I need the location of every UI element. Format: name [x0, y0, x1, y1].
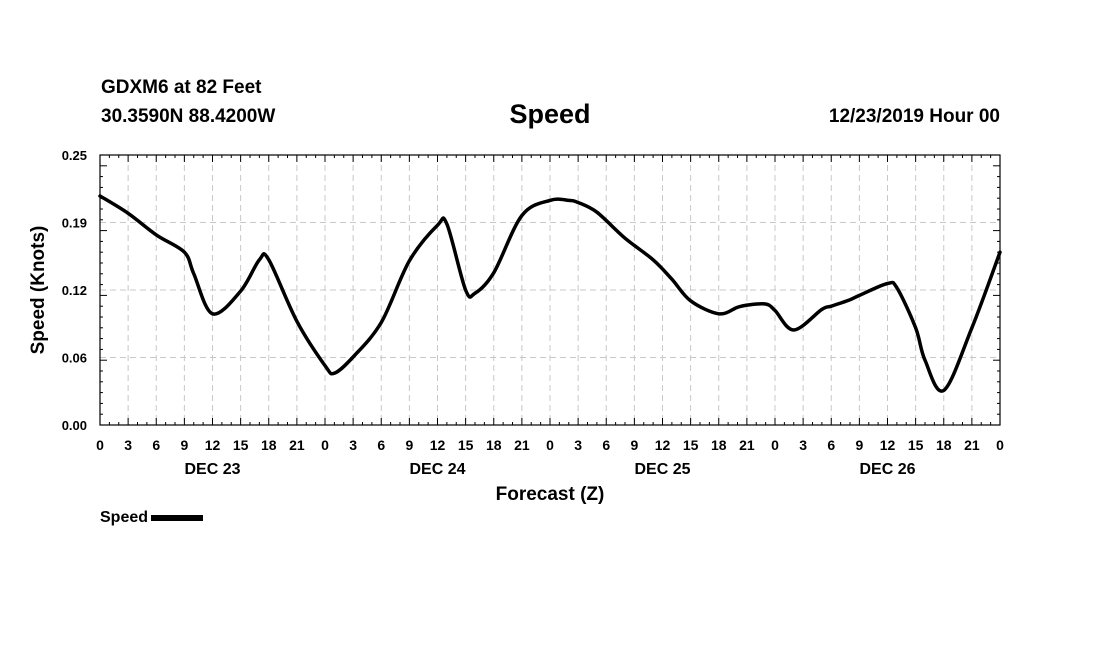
x-tick-label: 15 — [908, 437, 924, 453]
x-tick-label: 3 — [349, 437, 357, 453]
x-tick-label: 15 — [458, 437, 474, 453]
legend: Speed — [100, 509, 204, 527]
x-tick-label: 3 — [799, 437, 807, 453]
x-tick-label: 0 — [771, 437, 779, 453]
x-tick-label: 6 — [152, 437, 160, 453]
x-tick-label: 21 — [739, 437, 755, 453]
y-tick-label: 0.00 — [62, 418, 87, 433]
x-tick-label: 21 — [514, 437, 530, 453]
x-tick-label: 18 — [486, 437, 502, 453]
y-axis-title: Speed (Knots) — [28, 226, 49, 355]
x-tick-label: 9 — [405, 437, 413, 453]
y-tick-label: 0.25 — [62, 148, 87, 163]
day-label: DEC 24 — [409, 461, 465, 478]
y-tick-label: 0.06 — [62, 351, 87, 366]
x-tick-label: 0 — [546, 437, 554, 453]
x-tick-label: 12 — [880, 437, 896, 453]
x-tick-label: 3 — [124, 437, 132, 453]
day-label: DEC 25 — [634, 461, 690, 478]
x-axis-title: Forecast (Z) — [496, 484, 605, 505]
x-tick-label: 21 — [289, 437, 305, 453]
chart-title: Speed — [509, 99, 591, 129]
x-tick-label: 12 — [205, 437, 221, 453]
coordinates-label: 30.3590N 88.4200W — [101, 106, 276, 127]
issue-time-label: 12/23/2019 Hour 00 — [828, 106, 1000, 127]
x-tick-label: 12 — [655, 437, 671, 453]
x-tick-label: 18 — [711, 437, 727, 453]
x-tick-label: 6 — [827, 437, 835, 453]
x-tick-label: 15 — [683, 437, 699, 453]
x-tick-label: 0 — [996, 437, 1004, 453]
x-tick-label: 21 — [964, 437, 980, 453]
x-tick-label: 6 — [377, 437, 385, 453]
x-tick-label: 6 — [602, 437, 610, 453]
x-tick-label: 12 — [430, 437, 446, 453]
x-tick-label: 9 — [630, 437, 638, 453]
x-tick-label: 9 — [180, 437, 188, 453]
x-tick-label: 0 — [321, 437, 329, 453]
y-tick-label: 0.12 — [62, 283, 87, 298]
series-line-speed — [98, 194, 1002, 393]
x-tick-label: 3 — [574, 437, 582, 453]
y-tick-label: 0.19 — [62, 216, 87, 231]
x-tick-label: 9 — [855, 437, 863, 453]
x-tick-label: 18 — [261, 437, 277, 453]
day-label: DEC 23 — [184, 461, 240, 478]
legend-swatch — [151, 515, 204, 521]
legend-label: Speed — [100, 509, 149, 526]
day-label: DEC 26 — [859, 461, 915, 478]
x-tick-label: 0 — [96, 437, 104, 453]
station-label: GDXM6 at 82 Feet — [101, 77, 262, 98]
x-tick-label: 18 — [936, 437, 952, 453]
x-tick-label: 15 — [233, 437, 249, 453]
